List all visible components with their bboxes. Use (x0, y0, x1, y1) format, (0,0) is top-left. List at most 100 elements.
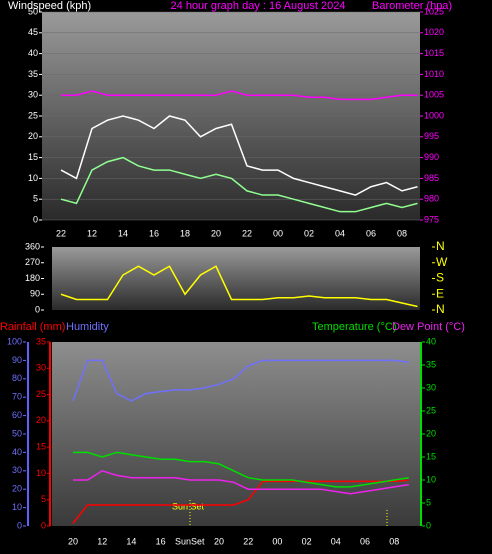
x-tick-label: SunSet (175, 536, 205, 546)
y-tick-label: 40 (12, 447, 22, 457)
y3-tick-label: 25 (36, 389, 46, 399)
y2-label: Temperature (°C) (312, 321, 396, 333)
y-tick-label: 15 (28, 152, 38, 162)
y2-tick-label: 1010 (424, 69, 444, 79)
y-tick-label: 270 (25, 257, 40, 267)
y2-tick-label: 980 (424, 194, 439, 204)
y-tick-label: 5 (33, 194, 38, 204)
y2-tick-label: N (436, 239, 445, 253)
series-line (73, 451, 409, 488)
y-tick-label: 0 (17, 520, 22, 530)
y3-tick-label: 15 (36, 442, 46, 452)
x-tick-label: 08 (389, 536, 399, 546)
y2-tick-label: 1020 (424, 27, 444, 37)
x-tick-label: 20 (211, 228, 221, 238)
y-tick-label: 70 (12, 392, 22, 402)
y-tick-label: 10 (28, 173, 38, 183)
y-tick-label: 25 (28, 110, 38, 120)
y-tick-label: 30 (28, 90, 38, 100)
series-line (72, 479, 409, 524)
y-tick-label: 180 (25, 273, 40, 283)
x-tick-label: 12 (97, 536, 107, 546)
y-label: Humidity (66, 321, 109, 333)
y3-tick-label: 20 (36, 415, 46, 425)
y2-tick-label: 15 (426, 451, 436, 461)
x-tick-label: 12 (87, 228, 97, 238)
y3-tick-label: 5 (41, 494, 46, 504)
x-tick-label: 02 (302, 536, 312, 546)
x-tick-label: 14 (118, 228, 128, 238)
y2-label: Dew Point (°C) (392, 321, 465, 333)
y2-tick-label: W (436, 255, 448, 269)
x-tick-label: 08 (397, 228, 407, 238)
y-tick-label: 50 (28, 6, 38, 16)
y-tick-label: 60 (12, 410, 22, 420)
x-tick-label: 20 (214, 536, 224, 546)
y-tick-label: 90 (30, 289, 40, 299)
x-tick-label: 20 (68, 536, 78, 546)
chart-title: 24 hour graph day : 16 August 2024 (171, 0, 346, 12)
y2-tick-label: 10 (426, 474, 436, 484)
y-tick-label: 0 (35, 304, 40, 314)
y2-tick-label: 1000 (424, 110, 444, 120)
y2-tick-label: 35 (426, 359, 436, 369)
series-line (60, 115, 418, 196)
y-tick-label: 50 (12, 428, 22, 438)
x-tick-label: 22 (56, 228, 66, 238)
y2-tick-label: 1015 (424, 48, 444, 58)
y3-tick-label: 0 (41, 520, 46, 530)
x-tick-label: 04 (331, 536, 341, 546)
y2-tick-label: 1005 (424, 90, 444, 100)
x-tick-label: 14 (126, 536, 136, 546)
x-tick-label: 06 (360, 536, 370, 546)
y3-label: Rainfall (mm) (0, 321, 65, 333)
x-tick-label: 04 (335, 228, 345, 238)
y2-tick-label: 0 (426, 520, 431, 530)
y-tick-label: 20 (28, 131, 38, 141)
y-tick-label: 90 (12, 355, 22, 365)
y2-label: Barometer (hpa) (372, 0, 452, 12)
series-line (60, 265, 418, 308)
y3-tick-label: 10 (36, 468, 46, 478)
y-tick-label: 0 (33, 214, 38, 224)
y-tick-label: 35 (28, 69, 38, 79)
x-tick-label: 00 (272, 536, 282, 546)
annotation: Sun Set (172, 501, 205, 511)
y2-tick-label: 5 (426, 497, 431, 507)
x-tick-label: 02 (304, 228, 314, 238)
y2-tick-label: N (436, 302, 445, 316)
x-tick-label: 00 (273, 228, 283, 238)
x-tick-label: 22 (243, 536, 253, 546)
y2-tick-label: 25 (426, 405, 436, 415)
x-tick-label: 06 (366, 228, 376, 238)
series-line (73, 469, 409, 495)
y-tick-label: 10 (12, 502, 22, 512)
y-label: Windspeed (kph) (8, 0, 91, 12)
y-tick-label: 100 (7, 336, 22, 346)
x-tick-label: 16 (156, 536, 166, 546)
x-tick-label: 22 (242, 228, 252, 238)
plot-bg (52, 247, 420, 310)
y2-tick-label: 975 (424, 214, 439, 224)
series-line (61, 90, 418, 101)
y-tick-label: 360 (25, 241, 40, 251)
y-tick-label: 30 (12, 465, 22, 475)
y3-tick-label: 35 (36, 336, 46, 346)
plot-bg (52, 342, 420, 526)
y2-tick-label: 30 (426, 382, 436, 392)
x-tick-label: 16 (149, 228, 159, 238)
series-line (72, 359, 409, 402)
y-tick-label: 20 (12, 484, 22, 494)
x-tick-label: 18 (180, 228, 190, 238)
y3-tick-label: 30 (36, 363, 46, 373)
y-tick-label: 45 (28, 27, 38, 37)
y2-tick-label: 985 (424, 173, 439, 183)
y2-tick-label: 995 (424, 131, 439, 141)
y2-tick-label: E (436, 286, 444, 300)
series-line (60, 156, 418, 213)
y2-tick-label: 990 (424, 152, 439, 162)
y2-tick-label: 1025 (424, 6, 444, 16)
y-tick-label: 40 (28, 48, 38, 58)
y-tick-label: 80 (12, 373, 22, 383)
